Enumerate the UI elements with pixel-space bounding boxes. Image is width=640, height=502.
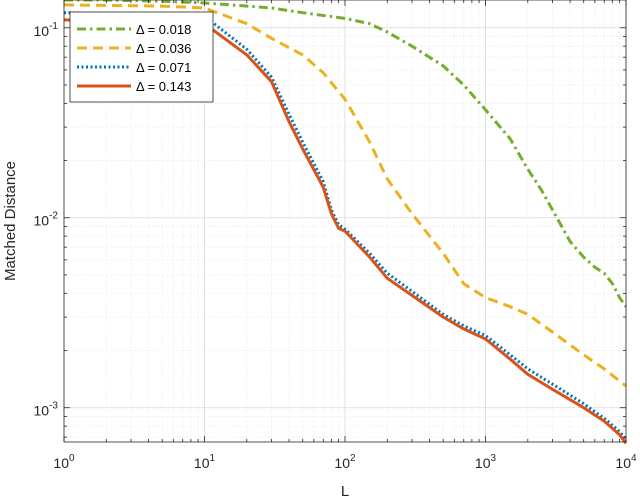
tick-exponent: -1 [49, 21, 58, 32]
tick-exponent: 0 [69, 453, 75, 464]
series-line-1 [64, 0, 628, 308]
y-tick-label: 10-2 [34, 211, 59, 229]
tick-base: 10 [334, 455, 350, 471]
x-tick-label: 102 [334, 453, 356, 471]
tick-exponent: -3 [49, 401, 58, 412]
legend-label-4: Δ = 0.143 [136, 79, 191, 94]
x-axis-label: L [341, 483, 349, 500]
tick-base: 10 [194, 455, 210, 471]
tick-exponent: 4 [631, 453, 637, 464]
series-lines [63, 0, 628, 445]
legend-label-2: Δ = 0.036 [136, 41, 191, 56]
y-tick-label: 10-1 [34, 21, 59, 39]
y-axis-label: Matched Distance [2, 161, 19, 281]
series-line-2 [63, 3, 627, 388]
tick-base: 10 [615, 455, 631, 471]
tick-base: 10 [53, 455, 69, 471]
axis-ticks [63, 0, 627, 442]
legend-label-1: Δ = 0.018 [136, 22, 191, 37]
tick-base: 10 [34, 403, 50, 419]
x-tick-label: 100 [53, 453, 75, 471]
series-line-3 [63, 11, 628, 441]
tick-base: 10 [34, 23, 50, 39]
legend-label-3: Δ = 0.071 [136, 60, 191, 75]
y-tick-label: 10-3 [34, 401, 59, 419]
series-line-4 [63, 18, 628, 445]
tick-exponent: 3 [491, 453, 497, 464]
tick-exponent: 1 [210, 453, 216, 464]
tick-base: 10 [34, 213, 50, 229]
legend: Δ = 0.018 Δ = 0.036 Δ = 0.071 Δ = 0.143 [69, 11, 214, 103]
tick-base: 10 [475, 455, 491, 471]
tick-exponent: 2 [350, 453, 356, 464]
x-tick-label: 103 [475, 453, 497, 471]
x-tick-labels: 100 101 102 103 104 [53, 453, 637, 471]
y-tick-labels: 10-310-210-1 [34, 21, 59, 419]
x-tick-label: 101 [194, 453, 216, 471]
x-tick-label: 104 [615, 453, 637, 471]
tick-exponent: -2 [49, 211, 58, 222]
